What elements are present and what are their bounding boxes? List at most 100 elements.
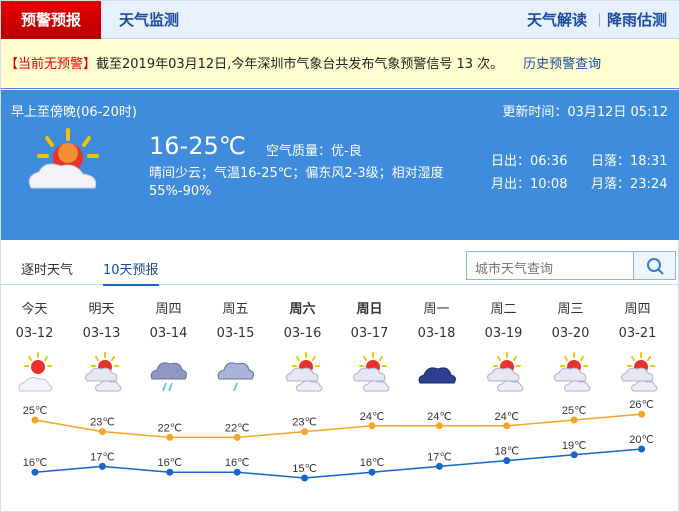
low-temp-label: 17℃ <box>90 451 115 463</box>
link-rain-estimate[interactable]: 降雨估测 <box>607 11 668 29</box>
forecast-tabs: 逐时天气 10天预报 <box>1 241 679 286</box>
date-label: 03-19 <box>484 326 523 341</box>
high-temp-point <box>368 422 376 430</box>
high-temp-label: 23℃ <box>90 417 115 429</box>
cloudy-sun-icon <box>620 352 657 392</box>
date-label: 03-12 <box>15 326 54 341</box>
tab-hourly[interactable]: 逐时天气 <box>21 263 74 278</box>
current-weather-panel: 早上至傍晚(06-20时) 更新时间：03月12日 05:12 16-25℃ 空… <box>1 90 679 240</box>
low-temp-point <box>166 468 174 476</box>
forecast-day: 周二 03-19 <box>470 298 537 397</box>
light-rain-icon <box>217 362 254 392</box>
sunset: 日落：18:31 <box>591 154 668 169</box>
day-label: 周三 <box>557 302 584 317</box>
low-temp-point <box>31 468 39 476</box>
low-temp-label: 20℃ <box>629 434 654 446</box>
day-label: 周日 <box>356 302 383 317</box>
low-temp-point <box>98 462 106 470</box>
high-temp-point <box>98 428 106 436</box>
high-temp-line <box>34 413 642 439</box>
date-label: 03-15 <box>216 326 255 341</box>
day-label: 今天 <box>21 302 48 317</box>
divider <box>599 13 600 27</box>
top-nav: 预警预报 天气监测 天气解读 降雨估测 <box>1 1 679 39</box>
tab-10day[interactable]: 10天预报 <box>103 259 159 286</box>
history-warning-link[interactable]: 历史预警查询 <box>523 57 602 72</box>
high-temp-label: 22℃ <box>225 422 250 434</box>
forecast-day: 今天 03-12 <box>1 298 68 397</box>
high-temp-point <box>31 416 39 424</box>
cloudy-sun-icon <box>553 352 590 392</box>
high-temp-point <box>503 422 511 430</box>
high-temp-point <box>570 416 578 424</box>
high-temp-point <box>166 433 174 441</box>
high-temp-label: 24℃ <box>360 411 385 423</box>
low-temp-point <box>638 445 646 453</box>
cloudy-sun-icon <box>84 352 121 392</box>
forecast-day: 周日 03-17 <box>336 298 403 397</box>
sun-cloud-icon <box>28 128 99 189</box>
forecast-day: 明天 03-13 <box>68 298 135 397</box>
high-temp-label: 26℃ <box>629 399 654 411</box>
day-label: 周四 <box>155 302 182 317</box>
day-label: 明天 <box>88 302 115 317</box>
day-label: 周一 <box>423 302 450 317</box>
high-temp-label: 24℃ <box>427 411 452 423</box>
low-temp-point <box>435 462 443 470</box>
forecast-day: 周四 03-21 <box>604 298 671 397</box>
forecast-day: 周三 03-20 <box>537 298 604 397</box>
alert-text: 截至2019年03月12日,今年深圳市气象台共发布气象预警信号 13 次。 <box>96 57 504 72</box>
period: 早上至傍晚(06-20时) <box>11 105 137 120</box>
forecast-day: 周四 03-14 <box>135 298 202 397</box>
high-temp-label: 25℃ <box>23 405 48 417</box>
link-weather-interpret[interactable]: 天气解读 <box>527 11 588 29</box>
cloudy-sun-icon <box>352 352 389 392</box>
low-temp-label: 16℃ <box>23 457 48 469</box>
overcast-icon <box>418 367 456 384</box>
search-button[interactable] <box>634 251 676 280</box>
low-temp-label: 15℃ <box>292 463 317 475</box>
date-label: 03-20 <box>551 326 590 341</box>
low-temp-label: 17℃ <box>427 451 452 463</box>
day-label: 周四 <box>624 302 651 317</box>
date-label: 03-21 <box>618 326 657 341</box>
forecast-day: 周五 03-15 <box>202 298 269 397</box>
low-temp-label: 16℃ <box>360 457 385 469</box>
low-temp-point <box>570 451 578 459</box>
temperature-chart: 25℃ 23℃ 22℃ 22℃ 23℃ 24℃ 24℃ 24℃ 25℃ 26℃ 16℃ 17℃ 16℃ 1… <box>23 399 654 482</box>
low-temp-line <box>34 448 642 479</box>
low-temp-label: 19℃ <box>562 440 587 452</box>
date-label: 03-17 <box>350 326 389 341</box>
low-temp-point <box>368 468 376 476</box>
day-label: 周五 <box>222 302 249 317</box>
high-temp-label: 24℃ <box>495 411 520 423</box>
high-temp-point <box>638 410 646 418</box>
alert-status: 【当前无预警】 <box>5 57 97 72</box>
cloudy-sun-icon <box>486 352 523 392</box>
high-temp-label: 25℃ <box>562 405 587 417</box>
moonrise: 月出：10:08 <box>491 177 568 192</box>
high-temp-label: 22℃ <box>158 422 183 434</box>
high-temp-point <box>233 433 241 441</box>
low-temp-point <box>503 457 511 465</box>
weather-description: 晴间少云；气温16-25℃；偏东风2-3级；相对湿度55%-90% <box>149 166 444 199</box>
date-label: 03-13 <box>82 326 121 341</box>
low-temp-label: 16℃ <box>225 457 250 469</box>
low-temp-label: 18℃ <box>495 446 520 458</box>
sunrise: 日出：06:36 <box>491 154 568 169</box>
tab-warning-forecast[interactable]: 预警预报 <box>1 1 101 39</box>
high-temp-point <box>301 428 309 436</box>
forecast-day: 周一 03-18 <box>403 298 470 397</box>
date-label: 03-14 <box>149 326 188 341</box>
tab-weather-monitor[interactable]: 天气监测 <box>119 11 180 29</box>
forecast-day: 周六 03-16 <box>269 298 336 397</box>
low-temp-label: 16℃ <box>158 457 183 469</box>
low-temp-point <box>233 468 241 476</box>
high-temp-point <box>435 422 443 430</box>
moonset: 月落：23:24 <box>591 177 668 192</box>
low-temp-point <box>301 474 309 482</box>
temperature: 16-25℃ <box>149 132 246 160</box>
day-label: 周六 <box>289 302 316 317</box>
alert-bar: 【当前无预警】截至2019年03月12日,今年深圳市气象台共发布气象预警信号 1… <box>1 40 679 89</box>
city-search-input[interactable]: 城市天气查询 <box>466 251 634 280</box>
